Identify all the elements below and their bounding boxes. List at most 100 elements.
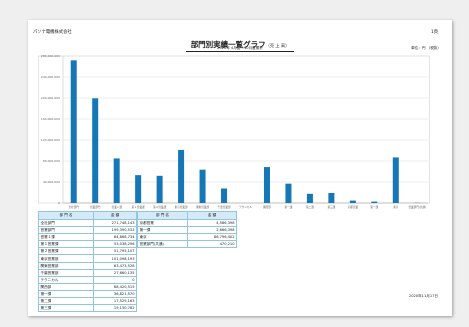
report-period: 2020年 4月度～10月度累計	[217, 45, 263, 50]
x-tick-label: 千葉営業部	[218, 205, 231, 209]
amount-cell: 84,868,734	[93, 233, 137, 242]
bar	[156, 175, 163, 203]
table-header-row: 部 門 名 金 額	[38, 211, 137, 220]
department-name-cell: 第三課	[38, 304, 94, 313]
department-name-cell: 京都営業	[137, 218, 188, 228]
amount-cell: 27,660,135	[93, 268, 137, 277]
table-row: テクニカル 0	[38, 275, 137, 284]
amount-cell: 63,473,528	[93, 261, 137, 270]
amount-cell: 0	[93, 275, 137, 284]
amount-cell: 51,795,107	[93, 247, 137, 256]
x-tick-label: 京都営業	[348, 205, 359, 209]
amount-cell: 101,098,193	[93, 254, 137, 263]
report-title: 部門別実績一覧グラフ	[190, 40, 266, 49]
department-name-cell: 東京営業部	[38, 254, 94, 263]
amount-cell: 68,420,515	[93, 282, 137, 291]
bar	[178, 149, 185, 203]
y-tick-label: 200,000,000	[41, 96, 60, 100]
table-header-row: 部 門 名 金 額	[137, 211, 237, 220]
department-name-cell: 第二課	[38, 297, 94, 306]
amount-cell: 199,390,533	[93, 226, 137, 235]
table-row: 東京 86,796,402	[137, 233, 237, 242]
bar	[285, 183, 292, 203]
report-page: パソナ電機株式会社 1頁 部門別実績一覧グラフ（売 上 高） 2020年 4月度…	[28, 20, 452, 316]
y-tick-label: 240,000,000	[41, 75, 60, 79]
amount-cell: 271,748,143	[93, 218, 137, 228]
bar	[349, 200, 356, 203]
table-row: 京都営業 4,586,398	[137, 218, 237, 228]
x-tick-label: 全社部門	[69, 205, 80, 209]
amount-cell: 470,210	[187, 240, 237, 249]
amount-cell: 17,529,163	[93, 297, 137, 306]
table-row: 東京営業部 101,098,193	[38, 254, 137, 263]
table-row: 第２営業課 51,795,107	[38, 247, 137, 256]
y-tick-label: 40,000,000	[43, 180, 60, 184]
y-tick-label: 120,000,000	[41, 138, 60, 142]
department-name-cell: 営業１課	[38, 233, 94, 242]
amount-cell: 19,130,782	[93, 304, 137, 313]
department-name-cell: 千葉営業部	[38, 268, 94, 277]
amount-cell: 36,821,570	[93, 289, 137, 299]
department-name-cell: 営業部門(共通)	[137, 240, 188, 249]
report-unit: 単位：円 （税抜）	[411, 45, 441, 50]
amount-cell: 86,796,402	[187, 233, 237, 242]
table-row: 営業部門(共通) 470,210	[137, 240, 237, 249]
table-row: 全社部門 271,748,143	[38, 218, 137, 228]
department-name-cell: 営業部門	[38, 226, 94, 235]
header-department-name: 部 門 名	[38, 211, 94, 220]
bar	[199, 169, 206, 203]
x-tick-label: 第一課	[370, 205, 378, 209]
table-row: 第二課 17,529,163	[38, 297, 137, 306]
company-name: パソナ電機株式会社	[33, 30, 72, 35]
department-name-cell: 第１営業課	[38, 240, 94, 249]
x-tick-label: 営業部門	[90, 205, 101, 209]
table-row: 関東営業部 63,473,528	[38, 261, 137, 270]
x-tick-label: 東京営業部	[175, 205, 188, 209]
bar	[221, 188, 228, 203]
amount-cell: 53,038,296	[93, 240, 137, 249]
x-tick-label: 営業１課	[111, 205, 122, 209]
x-tick-label: 関西部	[263, 205, 271, 209]
table-row: 千葉営業部 27,660,135	[38, 268, 137, 277]
table-row: 第１営業課 53,038,296	[38, 240, 137, 249]
bar	[113, 158, 120, 203]
bar-chart: 0 40,000,000 80,000,000 120,000,000 160,000,…	[38, 55, 430, 209]
table-row: 関西部 68,420,515	[38, 282, 137, 291]
department-name-cell: テクニカル	[38, 275, 94, 284]
y-tick-label: 160,000,000	[41, 117, 60, 121]
department-name-cell: 第２営業課	[38, 247, 94, 256]
department-name-cell: 全社部門	[38, 218, 94, 228]
x-tick-label: 第一課	[285, 205, 293, 209]
header-amount: 金 額	[187, 211, 237, 220]
department-name-cell: 関西部	[38, 282, 94, 291]
y-tick-label: 280,000,000	[41, 55, 60, 58]
summary-table-right: 部 門 名 金 額 京都営業 4,586,398 第一課 2,666,398 東京 86,…	[137, 211, 237, 249]
department-name-cell: 第一課	[38, 289, 94, 299]
x-tick-label: 第１営業課	[132, 205, 145, 209]
bar	[135, 175, 142, 203]
header-amount: 金 額	[93, 211, 137, 220]
table-row: 第一課 36,821,570	[38, 289, 137, 299]
x-tick-label: 第２営業課	[153, 205, 166, 209]
y-tick-label: 0	[58, 201, 60, 205]
summary-table-left: 部 門 名 金 額 全社部門 271,748,143 営業部門 199,390,533…	[38, 211, 137, 313]
x-tick-label: 東京	[393, 205, 399, 209]
table-row: 営業部門 199,390,533	[38, 226, 137, 235]
page-number: 1頁	[431, 30, 439, 35]
header-department-name: 部 門 名	[137, 211, 188, 220]
bar	[306, 193, 313, 203]
table-row: 営業１課 84,868,734	[38, 233, 137, 242]
table-row: 第三課 19,130,782	[38, 304, 137, 313]
report-title-line: 部門別実績一覧グラフ（売 上 高）	[185, 40, 295, 52]
department-name-cell: 第一課	[137, 226, 188, 235]
amount-cell: 4,586,398	[187, 218, 237, 228]
bar	[70, 60, 77, 203]
report-title-suffix: （売 上 高）	[265, 43, 290, 48]
department-name-cell: 関東営業部	[38, 261, 94, 270]
x-tick-label: 第二課	[306, 205, 314, 209]
table-row: 第一課 2,666,398	[137, 226, 237, 235]
bar	[328, 192, 335, 203]
amount-cell: 2,666,398	[187, 226, 237, 235]
y-tick-label: 80,000,000	[43, 159, 60, 163]
x-tick-label: 営業部門(共通)	[408, 205, 426, 209]
